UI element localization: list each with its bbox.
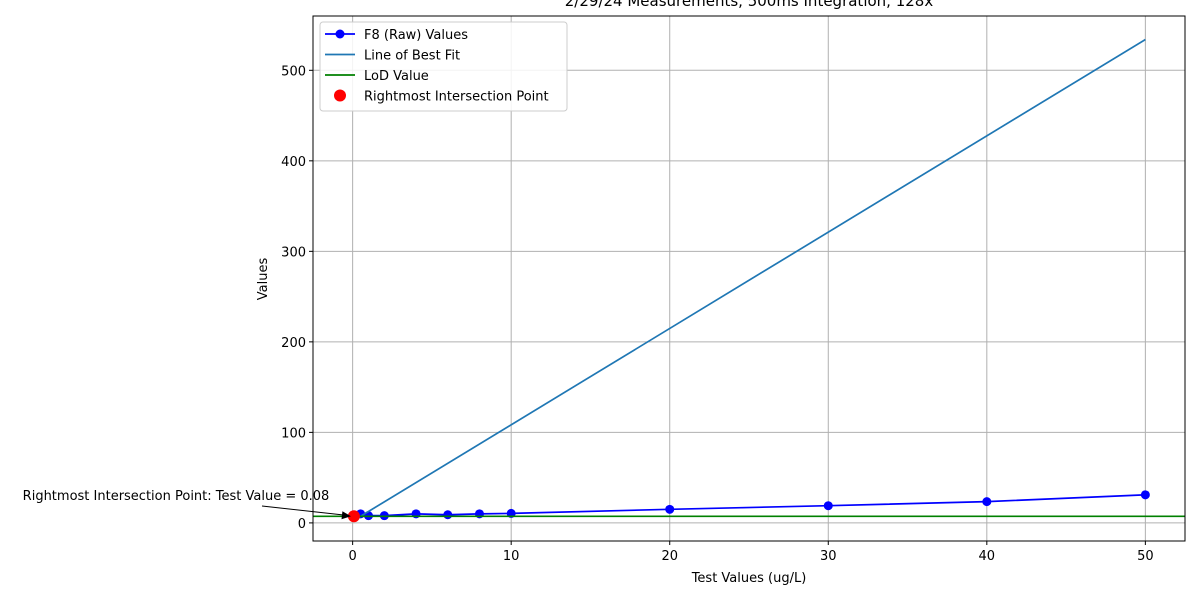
legend-marker: [335, 29, 345, 39]
y-tick-label: 500: [281, 64, 306, 79]
y-tick-label: 400: [281, 155, 306, 170]
series-line: [352, 493, 1146, 517]
plot-area: [313, 38, 1185, 523]
legend-item: LoD Value: [325, 69, 429, 84]
annotation-arrow-line: [261, 505, 346, 516]
x-tick-label: 20: [661, 549, 678, 564]
annotation-text: Rightmost Intersection Point: Test Value…: [23, 489, 330, 504]
legend-box: [319, 21, 568, 112]
legend-label: Line of Best Fit: [364, 49, 460, 64]
legend-label: Rightmost Intersection Point: [364, 90, 549, 105]
y-axis: 0 100 200 300 400 500: [281, 64, 313, 532]
y-tick-label: 200: [281, 336, 306, 351]
y-tick-label: 100: [281, 426, 306, 441]
y-tick-label: 0: [298, 517, 306, 532]
x-axis: 0 10 20 30 40 50: [348, 541, 1154, 564]
x-tick-label: 50: [1137, 549, 1154, 564]
legend: F8 (Raw) Values Line of Best Fit LoD Value…: [319, 21, 568, 112]
series-3: [347, 510, 360, 523]
x-tick-label: 10: [503, 549, 520, 564]
x-tick-label: 30: [820, 549, 837, 564]
x-tick-label: 40: [979, 549, 996, 564]
intersection-point: [347, 510, 360, 523]
data-point: [665, 504, 675, 514]
data-point: [982, 497, 992, 507]
series-line: [352, 38, 1146, 522]
data-point: [823, 501, 833, 511]
data-point: [1140, 490, 1150, 500]
y-tick-label: 300: [281, 245, 306, 260]
legend-label: F8 (Raw) Values: [364, 28, 468, 43]
x-axis-label: Test Values (ug/L): [691, 571, 807, 586]
data-point: [443, 510, 453, 520]
plot-frame: [312, 15, 1186, 542]
y-axis-label: Values: [256, 258, 271, 301]
annotation-arrow-head: [341, 511, 351, 520]
series-1: [352, 38, 1146, 522]
legend-item: Line of Best Fit: [325, 49, 460, 64]
legend-label: LoD Value: [364, 69, 429, 84]
legend-marker: [334, 89, 346, 102]
legend-item: Rightmost Intersection Point: [334, 89, 549, 105]
annotation: Rightmost Intersection Point: Test Value…: [23, 489, 351, 520]
legend-item: F8 (Raw) Values: [325, 28, 468, 43]
chart-title: 2/29/24 Measurements, 500ms Integration,…: [565, 0, 934, 10]
x-tick-label: 0: [348, 549, 356, 564]
